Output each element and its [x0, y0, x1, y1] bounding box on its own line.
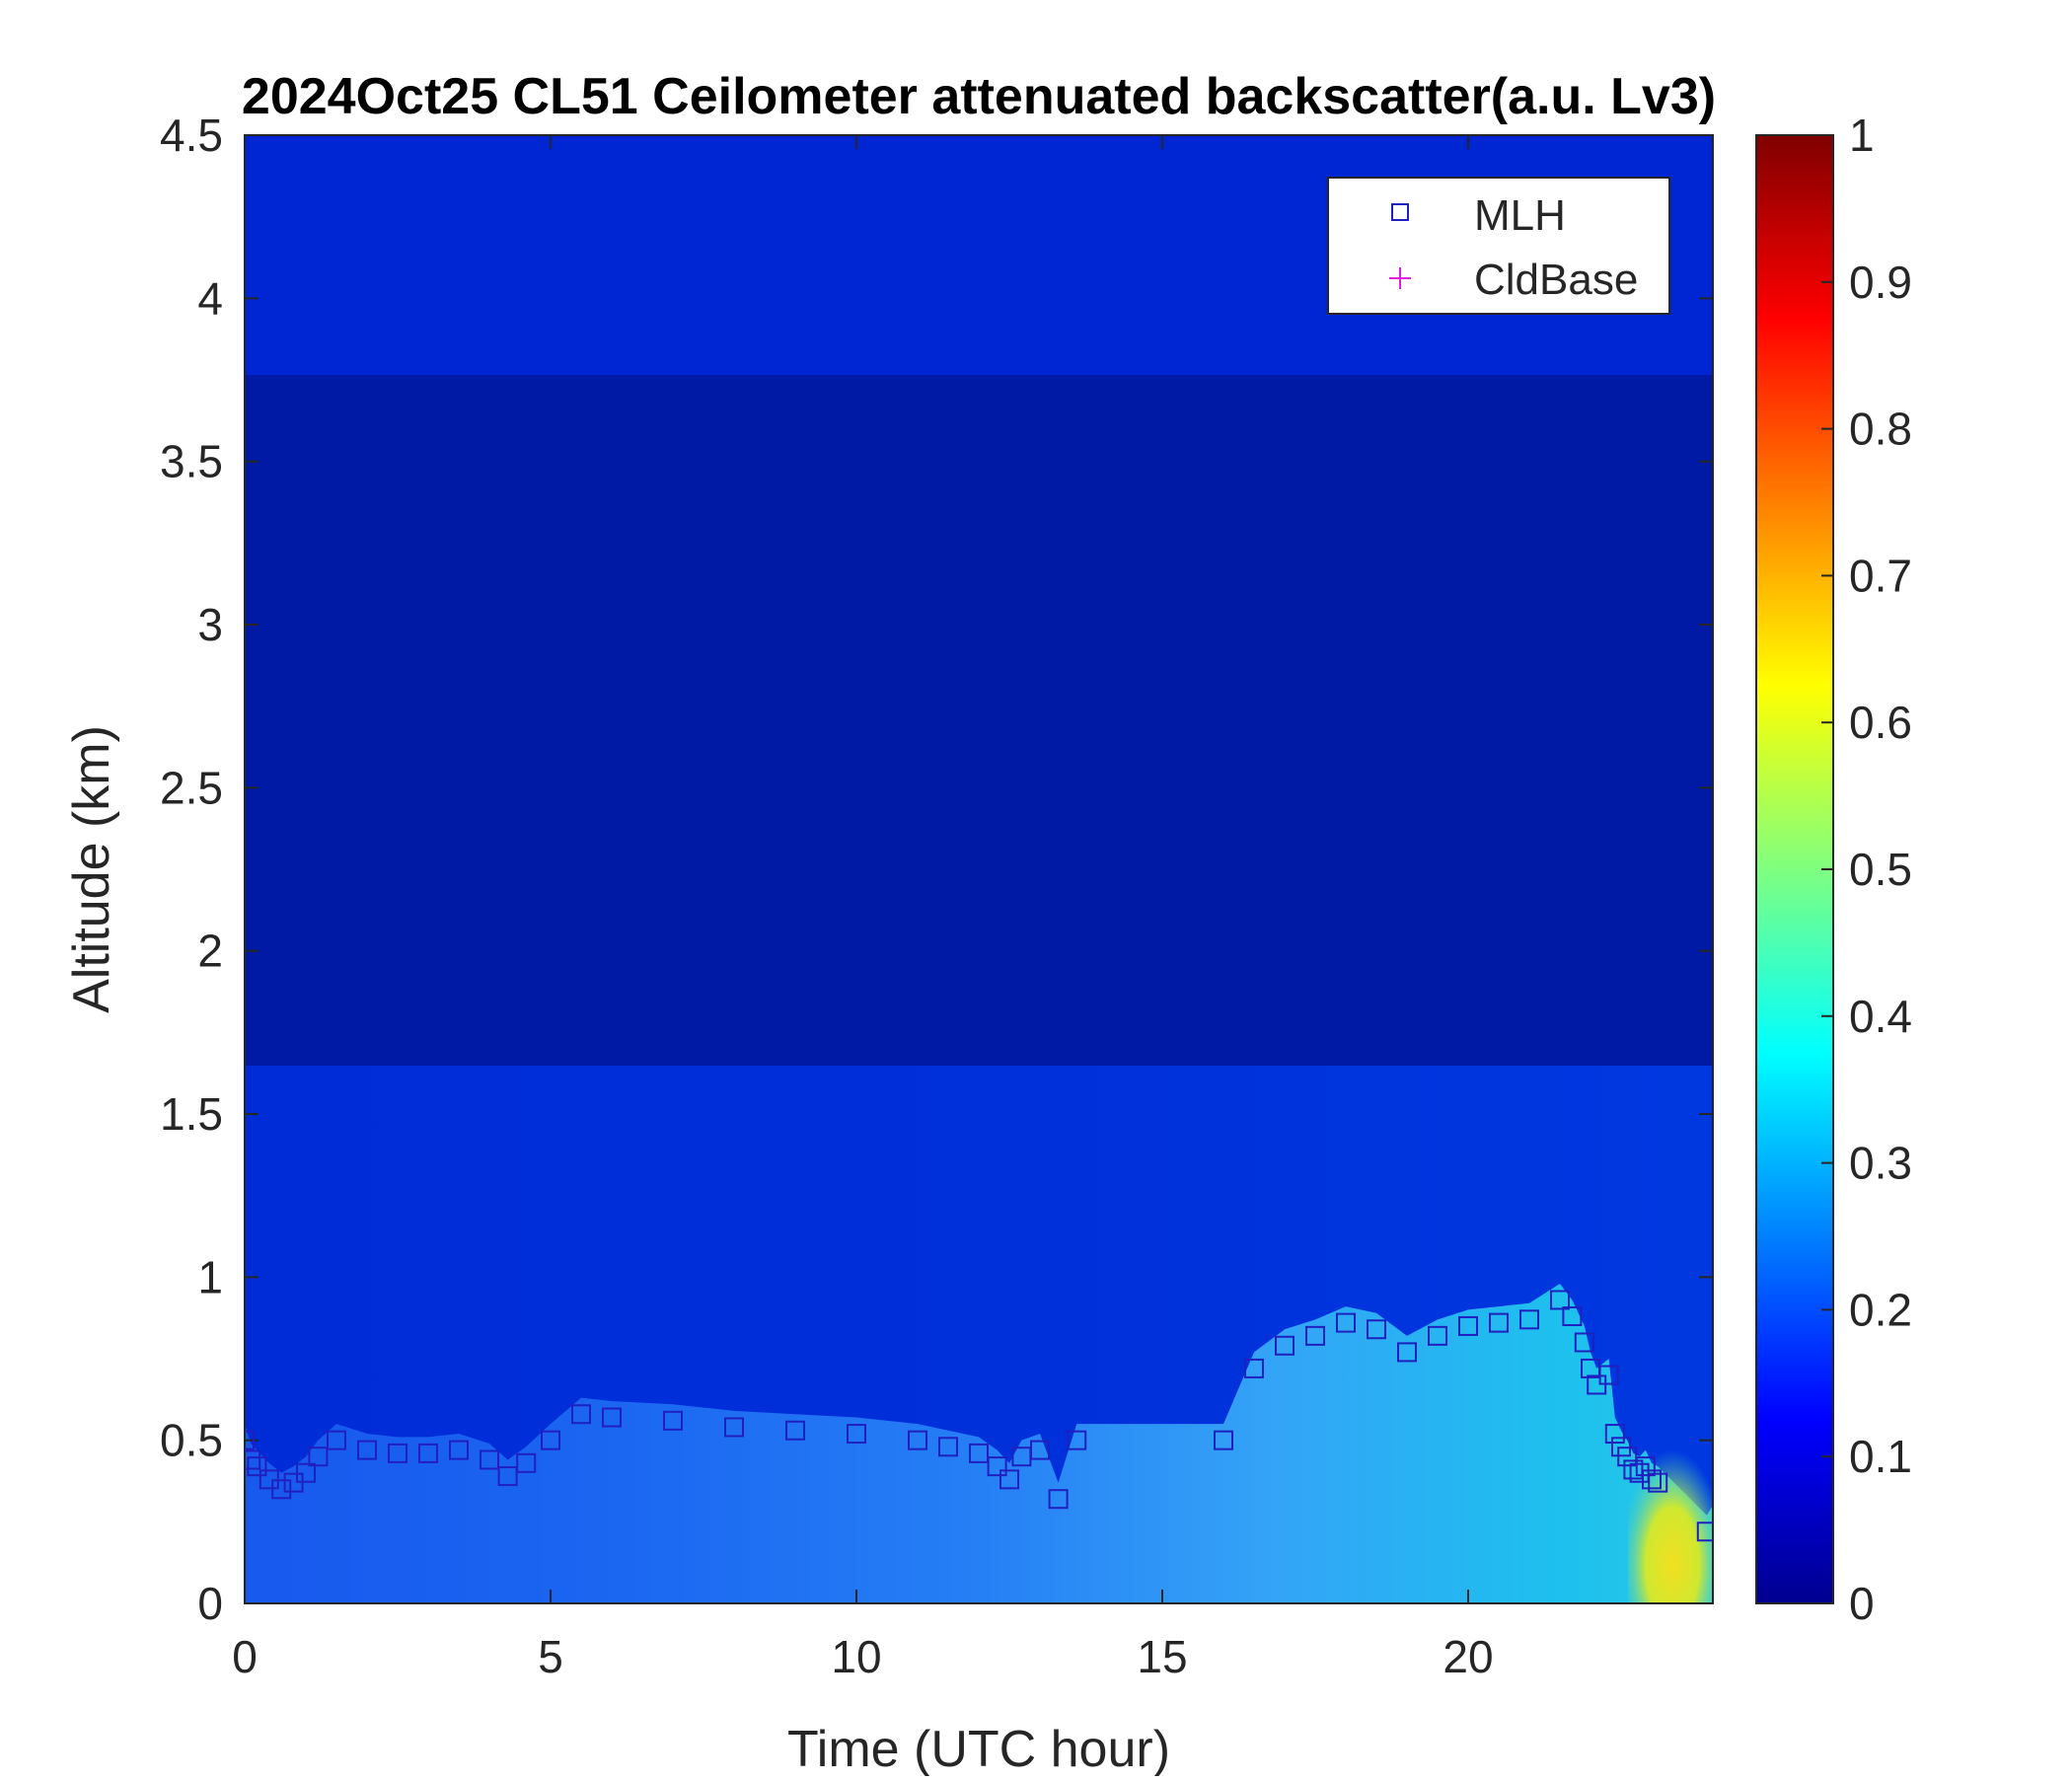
colorbar-tick-label: 0.8	[1849, 404, 1912, 455]
mlh-point	[497, 1466, 518, 1487]
colorbar-tick-label: 0	[1849, 1578, 1875, 1629]
y-tick-label: 4	[197, 272, 223, 324]
mlh-point	[1635, 1456, 1656, 1477]
x-tick-label: 5	[538, 1631, 563, 1682]
colorbar-tick-label: 0.2	[1849, 1284, 1912, 1335]
y-tick-label: 0.5	[160, 1415, 223, 1466]
mlh-point	[1428, 1325, 1447, 1346]
colorbar-tick-label: 0.1	[1849, 1431, 1912, 1482]
mlh-point	[969, 1443, 989, 1463]
mlh-point	[296, 1462, 316, 1483]
mlh-point	[571, 1404, 591, 1425]
mlh-point	[271, 1479, 292, 1500]
x-axis: 0 5 10 15 20	[232, 135, 1494, 1682]
mlh-point	[1458, 1315, 1478, 1336]
mlh-point	[1336, 1312, 1356, 1333]
x-tick-label: 20	[1443, 1631, 1493, 1682]
heatmap-dark-core	[245, 375, 1713, 1066]
mlh-point	[1397, 1342, 1417, 1363]
mlh-point	[1214, 1430, 1233, 1450]
mlh-point	[1275, 1335, 1295, 1356]
colorbar-tick-label: 0.3	[1849, 1138, 1912, 1189]
mlh-point	[1598, 1365, 1619, 1385]
y-axis-label: Altitude (km)	[63, 725, 120, 1013]
mlh-point	[1519, 1309, 1539, 1330]
mlh-point	[247, 1456, 267, 1477]
mlh-point	[999, 1469, 1019, 1490]
mlh-point	[1367, 1319, 1386, 1340]
x-tick-label: 15	[1137, 1631, 1187, 1682]
legend-mlh-marker	[1391, 203, 1409, 221]
mlh-point	[327, 1430, 346, 1450]
mlh-point	[1574, 1332, 1594, 1353]
mlh-point	[357, 1440, 377, 1460]
mlh-point	[1648, 1472, 1668, 1493]
mlh-point	[541, 1430, 560, 1450]
colorbar-tick-label: 0.7	[1849, 550, 1912, 601]
mlh-point	[516, 1452, 537, 1473]
colorbar-tick-label: 0.6	[1849, 697, 1912, 748]
mlh-point	[785, 1420, 805, 1441]
colorbar-gradient	[1755, 134, 1834, 1604]
mlh-point	[418, 1443, 438, 1463]
colorbar-tick-label: 0.9	[1849, 257, 1912, 308]
mlh-point	[245, 1449, 261, 1470]
mlh-point	[1048, 1489, 1069, 1510]
mlh-point	[724, 1417, 744, 1438]
legend-cldbase-label: CldBase	[1474, 256, 1638, 304]
mlh-point	[245, 1430, 255, 1450]
y-tick-label: 0	[197, 1578, 223, 1629]
mlh-point	[1550, 1290, 1570, 1310]
colorbar-tick-label: 0.5	[1849, 844, 1912, 895]
mlh-point	[1067, 1430, 1087, 1450]
mlh-point	[908, 1430, 927, 1450]
colorbar-tick-label: 1	[1849, 110, 1875, 161]
colorbar: 0 0.1 0.2 0.3 0.4 0.5 0.6 0.7 0.8 0.9 1	[1755, 110, 1912, 1629]
legend-box	[1327, 177, 1670, 315]
y-tick-label: 3	[197, 599, 223, 650]
y-axis: 0 0.5 1 1.5 2 2.5 3 3.5 4 4.5	[160, 110, 1713, 1629]
mlh-point	[308, 1447, 329, 1467]
mlh-point	[449, 1440, 469, 1460]
colorbar-tick-label: 0.4	[1849, 991, 1912, 1042]
heatmap-surface-maximum	[1628, 1411, 1713, 1603]
legend-mlh-label: MLH	[1474, 191, 1566, 240]
mlh-point	[1030, 1440, 1050, 1460]
mlh-point	[1642, 1469, 1662, 1490]
y-tick-label: 1.5	[160, 1088, 223, 1140]
y-tick-label: 3.5	[160, 436, 223, 487]
x-axis-label: Time (UTC hour)	[787, 1721, 1170, 1776]
mlh-point	[1604, 1424, 1625, 1445]
mlh-point	[1562, 1306, 1583, 1327]
mlh-point	[1305, 1325, 1325, 1346]
mlh-point	[1696, 1521, 1713, 1542]
mlh-point	[388, 1443, 407, 1463]
mlh-point	[1244, 1358, 1264, 1378]
mlh-series	[245, 1290, 1713, 1542]
y-tick-label: 2.5	[160, 762, 223, 813]
mlh-point	[663, 1410, 683, 1431]
mlh-point	[987, 1456, 1007, 1477]
chart-title: 2024Oct25 CL51 Ceilometer attenuated bac…	[242, 68, 1716, 125]
y-tick-label: 4.5	[160, 110, 223, 161]
y-tick-label: 1	[197, 1251, 223, 1302]
mlh-point	[847, 1424, 866, 1445]
mlh-point	[602, 1407, 622, 1428]
mlh-point	[1489, 1312, 1509, 1333]
heatmap	[245, 135, 1713, 1603]
x-tick-label: 10	[831, 1631, 881, 1682]
legend-cldbase-marker	[1389, 267, 1411, 289]
colorbar-ticks: 0 0.1 0.2 0.3 0.4 0.5 0.6 0.7 0.8 0.9 1	[1821, 110, 1912, 1629]
y-tick-label: 2	[197, 926, 223, 977]
legend: MLH CldBase	[1327, 177, 1670, 315]
plot-frame	[244, 134, 1714, 1604]
mlh-point	[938, 1437, 958, 1457]
x-tick-label: 0	[232, 1631, 258, 1682]
mlh-point	[480, 1449, 499, 1470]
